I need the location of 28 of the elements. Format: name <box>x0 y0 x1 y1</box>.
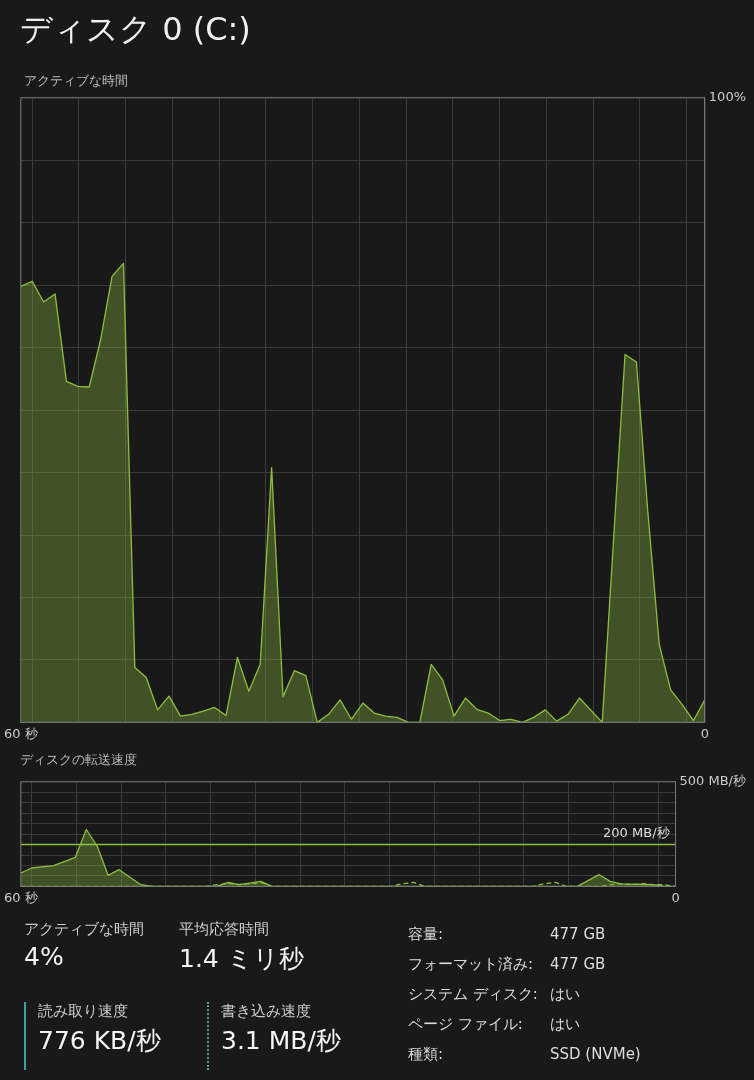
text: システム ディスク: <box>408 985 538 1004</box>
text: はい <box>550 985 580 1004</box>
chart-title: ディスクの転送速度 <box>20 751 137 769</box>
text: 1.4 ミリ秒 <box>179 943 304 975</box>
x-tick-label: 60 秒 <box>3 725 38 741</box>
text: ページ ファイル: <box>408 1015 523 1034</box>
text: アクティブな時間 <box>24 920 144 939</box>
text: 種類: <box>408 1045 444 1064</box>
text: 読み取り速度 <box>38 1002 128 1021</box>
text: フォーマット済み: <box>408 955 534 974</box>
text: 477 GB <box>550 955 606 973</box>
text: 容量: <box>408 925 444 944</box>
text: 477 GB <box>550 925 606 943</box>
chart-title: ディスク 0 (C:) <box>20 9 251 50</box>
x-tick-label: 0 <box>671 889 680 905</box>
text: 書き込み速度 <box>221 1002 311 1021</box>
text: 3.1 MB/秒 <box>221 1025 341 1057</box>
text: SSD (NVMe) <box>550 1045 641 1063</box>
text: はい <box>550 1015 580 1034</box>
text: 4% <box>24 942 64 971</box>
text: 776 KB/秒 <box>38 1025 161 1057</box>
x-tick-label: 0 <box>700 725 709 741</box>
ref-line-label: 200 MB/秒 <box>603 825 670 841</box>
chart-subtitle: アクティブな時間 <box>24 72 128 90</box>
y-tick-label: 500 MB/秒 <box>679 773 747 789</box>
text: 平均応答時間 <box>179 920 269 939</box>
y-tick-label: 100% <box>708 89 747 105</box>
x-tick-label: 60 秒 <box>3 889 38 905</box>
